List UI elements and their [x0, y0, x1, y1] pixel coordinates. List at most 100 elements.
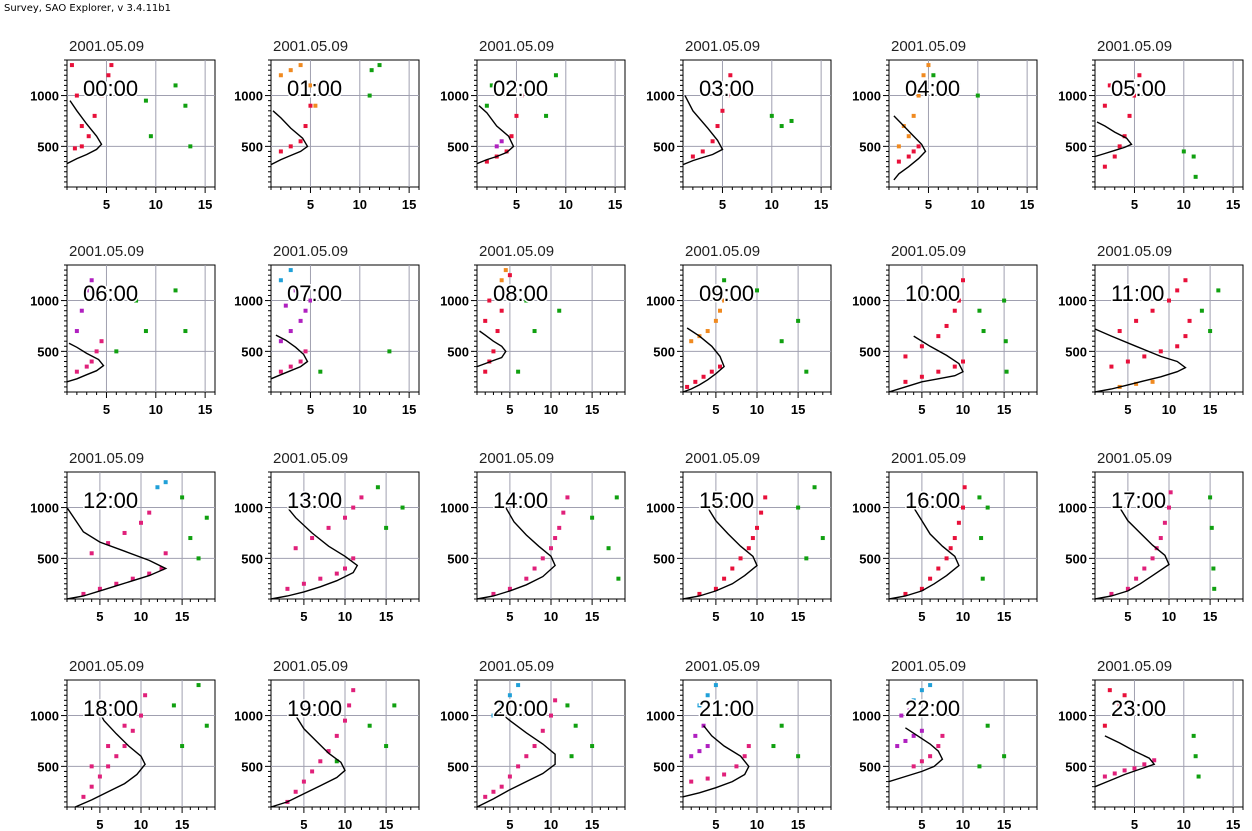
- echo-point: [524, 576, 529, 581]
- echo-point: [742, 754, 747, 759]
- x-tick-label: 15: [1226, 817, 1240, 831]
- echo-point: [499, 308, 504, 313]
- ionogram-panel-2000: 2001.05.09 5 10 15 500 1000 20:00: [440, 658, 626, 831]
- echo-point: [689, 339, 694, 344]
- echo-point: [565, 495, 570, 500]
- x-tick-label: 5: [103, 402, 110, 417]
- echo-point: [1168, 490, 1173, 495]
- echo-point: [487, 298, 492, 303]
- echo-point: [1142, 354, 1147, 359]
- y-tick-label: 500: [859, 551, 881, 566]
- x-tick-label: 5: [1124, 402, 1131, 417]
- echo-point: [1109, 364, 1114, 369]
- echo-point: [796, 754, 801, 759]
- echo-point: [303, 308, 308, 313]
- x-tick-label: 5: [712, 402, 719, 417]
- x-tick-label: 10: [338, 609, 352, 624]
- echo-point: [519, 93, 524, 98]
- echo-point: [911, 113, 916, 118]
- echo-point: [81, 794, 86, 799]
- ionogram-panel-0700: 2001.05.09 5 10 15 500 1000 07:00: [234, 243, 420, 417]
- x-tick-label: 15: [997, 402, 1011, 417]
- echo-point: [99, 93, 104, 98]
- echo-point: [919, 728, 924, 733]
- echo-point: [697, 591, 702, 596]
- x-tick-label: 5: [96, 817, 103, 831]
- y-tick-label: 500: [653, 139, 675, 154]
- echo-point: [122, 744, 127, 749]
- x-tick-label: 5: [918, 609, 925, 624]
- echo-point: [722, 278, 727, 283]
- echo-point: [903, 591, 908, 596]
- echo-point: [99, 339, 104, 344]
- echo-point: [919, 688, 924, 693]
- echo-point: [1002, 298, 1007, 303]
- echo-point: [524, 754, 529, 759]
- ionogram-panel-1300: 2001.05.09 5 10 15 500 1000 13:00: [234, 450, 420, 624]
- echo-point: [351, 505, 356, 510]
- density-profile-line: [476, 105, 515, 165]
- x-tick-label: 10: [544, 609, 558, 624]
- echo-point: [590, 515, 595, 520]
- echo-point: [89, 278, 94, 283]
- y-tick-label: 1000: [1058, 89, 1087, 104]
- echo-point: [540, 728, 545, 733]
- echo-point: [769, 113, 774, 118]
- echo-point: [906, 134, 911, 139]
- echo-point: [384, 744, 389, 749]
- echo-point: [755, 525, 759, 530]
- x-tick-label: 5: [712, 609, 719, 624]
- echo-point: [1181, 149, 1186, 154]
- x-tick-label: 10: [956, 609, 970, 624]
- ionogram-panel-0300: 2001.05.09 5 10 15 500 1000 03:00: [646, 38, 832, 212]
- echo-point: [183, 329, 188, 334]
- y-tick-label: 500: [653, 344, 675, 359]
- echo-point: [569, 754, 574, 759]
- echo-point: [1125, 586, 1130, 591]
- echo-point: [499, 703, 504, 708]
- density-profile-line: [1094, 121, 1133, 158]
- echo-point: [713, 683, 718, 688]
- y-tick-label: 500: [1065, 139, 1087, 154]
- echo-point: [1158, 349, 1163, 354]
- x-tick-label: 5: [300, 609, 307, 624]
- echo-point: [1134, 381, 1139, 386]
- panel-date-label: 2001.05.09: [1097, 450, 1172, 467]
- echo-point: [173, 83, 178, 88]
- echo-point: [114, 581, 119, 586]
- density-profile-line: [74, 705, 146, 808]
- echo-point: [147, 510, 152, 515]
- echo-point: [369, 68, 374, 73]
- panel-time-label: 12:00: [83, 488, 138, 513]
- ionogram-panel-1900: 2001.05.09 5 10 15 500 1000 19:00: [234, 658, 420, 831]
- panel-date-label: 2001.05.09: [69, 658, 144, 675]
- density-profile-line: [66, 507, 168, 600]
- echo-point: [106, 541, 111, 546]
- y-tick-label: 1000: [440, 501, 469, 516]
- ionogram-panel-1200: 2001.05.09 5 10 15 500 1000 12:00: [30, 450, 216, 624]
- x-tick-label: 15: [791, 817, 805, 831]
- echo-point: [188, 144, 193, 149]
- echo-point: [715, 124, 720, 129]
- y-tick-label: 1000: [30, 501, 59, 516]
- echo-point: [977, 764, 982, 769]
- x-tick-label: 5: [1131, 817, 1138, 831]
- echo-point: [956, 520, 961, 525]
- echo-point: [1102, 774, 1107, 779]
- echo-point: [928, 754, 933, 759]
- echo-point: [730, 566, 735, 571]
- echo-point: [94, 349, 99, 354]
- echo-point: [722, 298, 727, 303]
- echo-point: [484, 159, 489, 164]
- density-profile-line: [682, 507, 758, 600]
- echo-point: [746, 744, 751, 749]
- echo-point: [903, 379, 908, 384]
- echo-point: [303, 349, 308, 354]
- echo-point: [130, 576, 135, 581]
- echo-point: [911, 149, 916, 154]
- y-tick-label: 1000: [852, 501, 881, 516]
- echo-point: [561, 510, 566, 515]
- echo-point: [940, 733, 945, 738]
- y-tick-label: 500: [37, 344, 59, 359]
- x-tick-label: 15: [1020, 197, 1034, 212]
